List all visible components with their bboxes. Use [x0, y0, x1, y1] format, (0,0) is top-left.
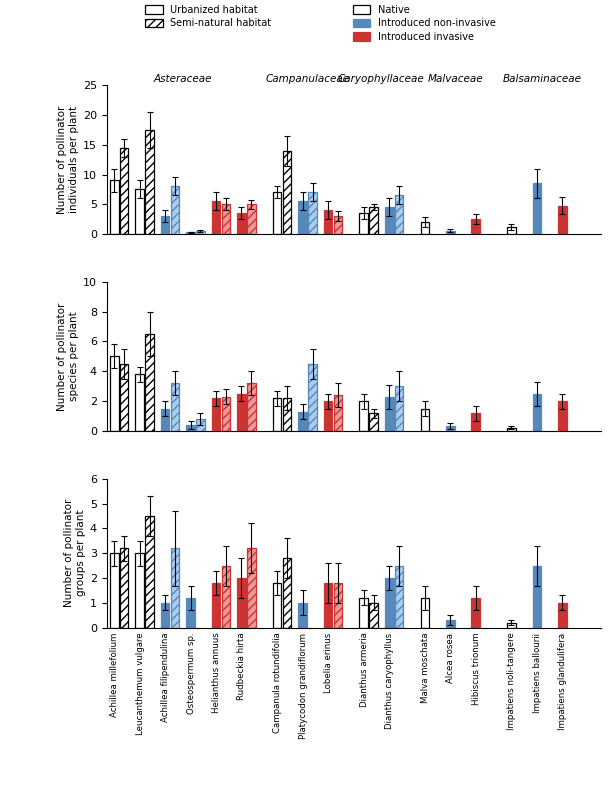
Bar [420, 222, 429, 234]
Bar [472, 598, 480, 628]
Bar [186, 425, 195, 431]
Bar [369, 413, 378, 431]
Y-axis label: Number of pollinator
species per plant: Number of pollinator species per plant [57, 302, 79, 411]
Bar [359, 401, 368, 431]
Text: Caryophyllaceae: Caryophyllaceae [338, 74, 425, 83]
Bar [446, 231, 454, 234]
Bar [472, 220, 480, 234]
Bar [558, 206, 567, 234]
Bar [221, 565, 230, 628]
Bar [247, 204, 256, 234]
Bar [237, 394, 246, 431]
Bar [120, 364, 129, 431]
Bar [334, 395, 342, 431]
Bar [161, 216, 170, 234]
Bar [369, 603, 378, 628]
Bar [507, 623, 516, 628]
Bar [247, 383, 256, 431]
Bar [110, 356, 118, 431]
Bar [324, 211, 332, 234]
Bar [171, 186, 179, 234]
Bar [186, 598, 195, 628]
Bar [247, 548, 256, 628]
Bar [110, 181, 118, 234]
Bar [273, 193, 281, 234]
Bar [237, 213, 246, 234]
Bar [282, 558, 292, 628]
Bar [212, 202, 220, 234]
Bar [171, 548, 179, 628]
Bar [135, 190, 144, 234]
Bar [110, 553, 118, 628]
Bar [420, 598, 429, 628]
Legend: Native, Introduced non-invasive, Introduced invasive: Native, Introduced non-invasive, Introdu… [353, 5, 496, 41]
Bar [135, 374, 144, 431]
Bar [395, 565, 403, 628]
Bar [558, 603, 567, 628]
Y-axis label: Number of pollinator
groups per plant: Number of pollinator groups per plant [64, 499, 86, 608]
Bar [282, 151, 292, 234]
Bar [533, 183, 541, 234]
Bar [385, 578, 393, 628]
Bar [273, 399, 281, 431]
Bar [395, 386, 403, 431]
Bar [145, 516, 154, 628]
Bar [446, 620, 454, 628]
Bar [135, 553, 144, 628]
Bar [186, 232, 195, 234]
Bar [308, 193, 317, 234]
Bar [359, 213, 368, 234]
Bar [212, 399, 220, 431]
Bar [237, 578, 246, 628]
Bar [282, 399, 292, 431]
Bar [161, 603, 170, 628]
Bar [533, 394, 541, 431]
Bar [385, 397, 393, 431]
Bar [221, 397, 230, 431]
Bar [334, 583, 342, 628]
Bar [446, 427, 454, 431]
Bar [171, 383, 179, 431]
Bar [145, 130, 154, 234]
Bar [507, 428, 516, 431]
Text: Asteraceae: Asteraceae [154, 74, 212, 83]
Bar [420, 408, 429, 431]
Bar [298, 202, 307, 234]
Bar [324, 401, 332, 431]
Text: Campanulaceae: Campanulaceae [265, 74, 350, 83]
Bar [196, 419, 205, 431]
Bar [298, 411, 307, 431]
Bar [145, 334, 154, 431]
Bar [324, 583, 332, 628]
Bar [212, 583, 220, 628]
Y-axis label: Number of pollinator
individuals per plant: Number of pollinator individuals per pla… [57, 105, 79, 214]
Text: Balsaminaceae: Balsaminaceae [503, 74, 581, 83]
Bar [273, 583, 281, 628]
Bar [334, 216, 342, 234]
Bar [221, 204, 230, 234]
Bar [472, 413, 480, 431]
Bar [161, 408, 170, 431]
Bar [298, 603, 307, 628]
Bar [120, 548, 129, 628]
Bar [533, 565, 541, 628]
Bar [385, 207, 393, 234]
Bar [558, 401, 567, 431]
Text: Malvaceae: Malvaceae [428, 74, 483, 83]
Bar [359, 598, 368, 628]
Legend: Urbanized habitat, Semi-natural habitat: Urbanized habitat, Semi-natural habitat [145, 5, 271, 28]
Bar [395, 195, 403, 234]
Bar [369, 207, 378, 234]
Bar [196, 231, 205, 234]
Bar [120, 147, 129, 234]
Bar [308, 364, 317, 431]
Bar [507, 227, 516, 234]
